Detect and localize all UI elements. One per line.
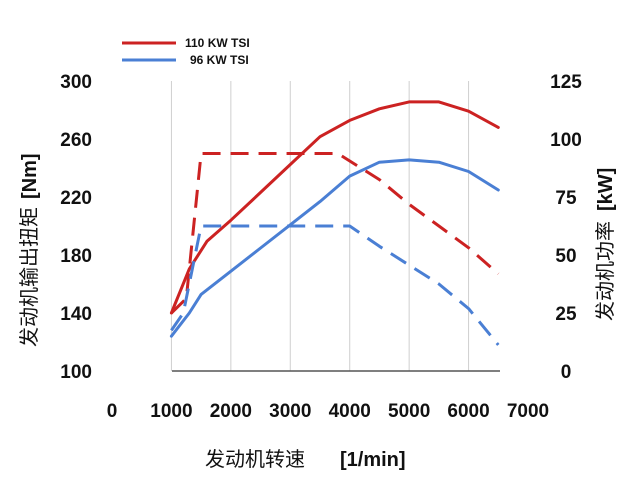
y-right-title-group: 发动机功率 [kW]: [594, 168, 617, 321]
y-right-tick-label: 125: [550, 72, 582, 93]
x-tick-label: 0: [107, 401, 118, 422]
tick-labels: 0 1000 2000 3000 4000 5000 6000 700010014018022…: [60, 72, 582, 422]
y-left-tick-label: 100: [60, 362, 92, 383]
y-right-tick-label: 100: [550, 130, 582, 151]
y-right-axis-title: 发动机功率: [594, 221, 617, 321]
torque-line-96kw: [170, 224, 500, 346]
y-left-tick-label: 140: [60, 304, 92, 325]
x-tick-label: 6000: [447, 401, 489, 422]
x-tick-label: 4000: [329, 401, 371, 422]
y-right-tick-label: 50: [555, 246, 576, 267]
legend: 110 KW TSI 96 KW TSI: [122, 36, 250, 67]
y-right-tick-label: 0: [561, 362, 572, 383]
x-tick-label: 7000: [507, 401, 549, 422]
x-axis-title: 发动机转速: [205, 448, 305, 471]
x-tick-label: 2000: [210, 401, 252, 422]
power-line-110kw: [169, 100, 500, 315]
torque-line-110kw: [170, 152, 500, 315]
y-right-tick-label: 25: [555, 304, 577, 325]
legend-label-96kw: 96 KW TSI: [190, 53, 249, 67]
x-axis-unit: [1/min]: [340, 449, 406, 471]
y-left-title-group: 发动机输出扭矩 [Nm]: [18, 153, 41, 347]
y-right-tick-label: 75: [555, 188, 577, 209]
y-left-tick-label: 220: [60, 188, 92, 209]
y-left-axis-unit: [Nm]: [19, 153, 41, 199]
power-line-96kw: [169, 158, 500, 338]
x-tick-label: 3000: [269, 401, 311, 422]
y-right-axis-unit: [kW]: [595, 168, 617, 211]
y-left-tick-label: 300: [60, 72, 92, 93]
legend-label-110kw: 110 KW TSI: [185, 36, 250, 50]
y-left-axis-title: 发动机输出扭矩: [18, 207, 41, 347]
y-left-tick-label: 260: [60, 130, 92, 151]
series-lines: [169, 100, 500, 346]
x-tick-label: 5000: [388, 401, 430, 422]
y-left-tick-label: 180: [60, 246, 92, 267]
x-tick-label: 1000: [150, 401, 192, 422]
